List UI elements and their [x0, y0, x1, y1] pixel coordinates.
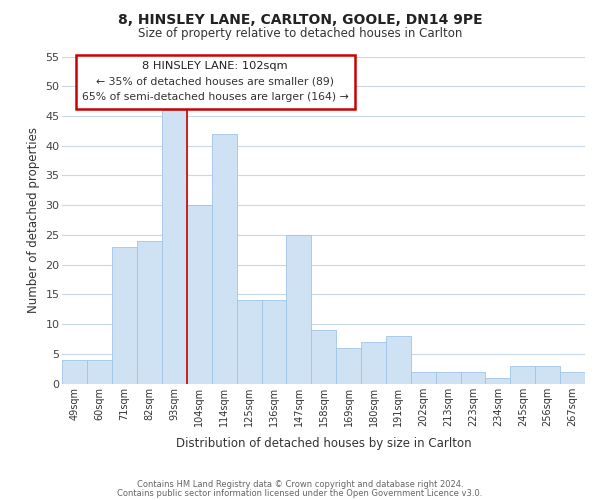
Text: 8, HINSLEY LANE, CARLTON, GOOLE, DN14 9PE: 8, HINSLEY LANE, CARLTON, GOOLE, DN14 9P… [118, 12, 482, 26]
Bar [560, 372, 585, 384]
Bar [461, 372, 485, 384]
Bar [236, 300, 262, 384]
Bar [336, 348, 361, 384]
Bar [112, 247, 137, 384]
Bar [88, 360, 112, 384]
Bar [436, 372, 461, 384]
Text: Size of property relative to detached houses in Carlton: Size of property relative to detached ho… [138, 28, 462, 40]
Text: Contains HM Land Registry data © Crown copyright and database right 2024.: Contains HM Land Registry data © Crown c… [137, 480, 463, 489]
Bar [62, 360, 88, 384]
Bar [411, 372, 436, 384]
X-axis label: Distribution of detached houses by size in Carlton: Distribution of detached houses by size … [176, 437, 472, 450]
Text: ← 35% of detached houses are smaller (89): ← 35% of detached houses are smaller (89… [97, 77, 334, 87]
Bar [262, 300, 286, 384]
Bar [485, 378, 511, 384]
Y-axis label: Number of detached properties: Number of detached properties [27, 127, 40, 313]
Bar [187, 205, 212, 384]
Text: 8 HINSLEY LANE: 102sqm: 8 HINSLEY LANE: 102sqm [142, 60, 288, 70]
Text: Contains public sector information licensed under the Open Government Licence v3: Contains public sector information licen… [118, 488, 482, 498]
FancyBboxPatch shape [76, 55, 355, 109]
Bar [511, 366, 535, 384]
Bar [361, 342, 386, 384]
Bar [137, 241, 162, 384]
Bar [386, 336, 411, 384]
Bar [286, 235, 311, 384]
Text: 65% of semi-detached houses are larger (164) →: 65% of semi-detached houses are larger (… [82, 92, 349, 102]
Bar [311, 330, 336, 384]
Bar [162, 110, 187, 384]
Bar [535, 366, 560, 384]
Bar [212, 134, 236, 384]
